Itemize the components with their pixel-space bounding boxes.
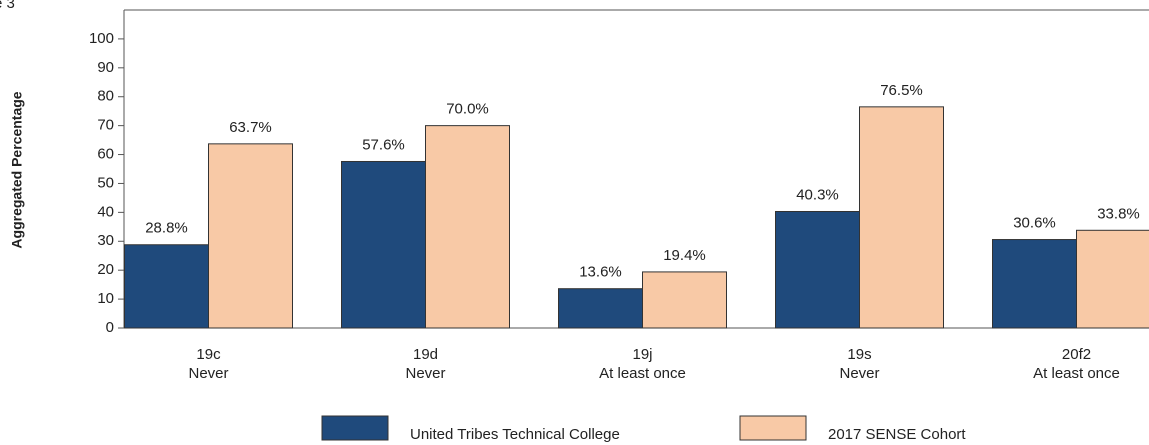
legend-label: United Tribes Technical College bbox=[410, 426, 620, 443]
bar bbox=[859, 106, 944, 329]
y-tick-label: 30 bbox=[97, 232, 114, 249]
bar bbox=[992, 239, 1077, 329]
y-tick-label: 80 bbox=[97, 88, 114, 105]
x-tick-label: Never bbox=[405, 365, 445, 382]
x-tick-label: Never bbox=[188, 365, 228, 382]
y-tick-label: 0 bbox=[106, 319, 114, 336]
y-tick-label: 40 bbox=[97, 203, 114, 220]
y-tick-label: 70 bbox=[97, 117, 114, 134]
legend-swatch bbox=[321, 415, 389, 441]
value-label: 33.8% bbox=[1097, 205, 1140, 222]
value-label: 28.8% bbox=[145, 220, 188, 237]
value-label: 70.0% bbox=[446, 101, 489, 118]
y-tick-label: 10 bbox=[97, 290, 114, 307]
y-axis-label: Aggregated Percentage bbox=[9, 91, 25, 248]
value-label: 13.6% bbox=[579, 264, 622, 281]
x-tick-label: 19c bbox=[196, 346, 221, 363]
bar bbox=[124, 244, 209, 329]
legend-label: 2017 SENSE Cohort bbox=[828, 426, 966, 443]
x-tick-label: At least once bbox=[599, 365, 686, 382]
bar bbox=[775, 210, 860, 329]
value-label: 19.4% bbox=[663, 247, 706, 264]
x-tick-label: 20f2 bbox=[1062, 346, 1091, 363]
x-tick-label: 19s bbox=[847, 346, 871, 363]
y-tick-label: 50 bbox=[97, 174, 114, 191]
bar bbox=[558, 288, 643, 329]
x-tick-label: Never bbox=[839, 365, 879, 382]
value-label: 30.6% bbox=[1013, 215, 1056, 232]
value-label: 76.5% bbox=[880, 82, 923, 99]
y-tick-label: 100 bbox=[89, 30, 114, 47]
value-label: 63.7% bbox=[229, 119, 272, 136]
x-tick-label: 19j bbox=[632, 346, 652, 363]
x-tick-label: 19d bbox=[413, 346, 438, 363]
bar bbox=[642, 271, 727, 329]
bar bbox=[1076, 229, 1149, 329]
y-tick-label: 60 bbox=[97, 146, 114, 163]
bar bbox=[341, 160, 426, 329]
x-tick-label: At least once bbox=[1033, 365, 1120, 382]
value-label: 57.6% bbox=[362, 136, 405, 153]
y-tick-label: 20 bbox=[97, 261, 114, 278]
legend-swatch bbox=[739, 415, 807, 441]
bar bbox=[425, 125, 510, 329]
bar bbox=[208, 143, 293, 329]
y-tick-label: 90 bbox=[97, 59, 114, 76]
value-label: 40.3% bbox=[796, 186, 839, 203]
chart-title: e 3 bbox=[0, 0, 15, 12]
